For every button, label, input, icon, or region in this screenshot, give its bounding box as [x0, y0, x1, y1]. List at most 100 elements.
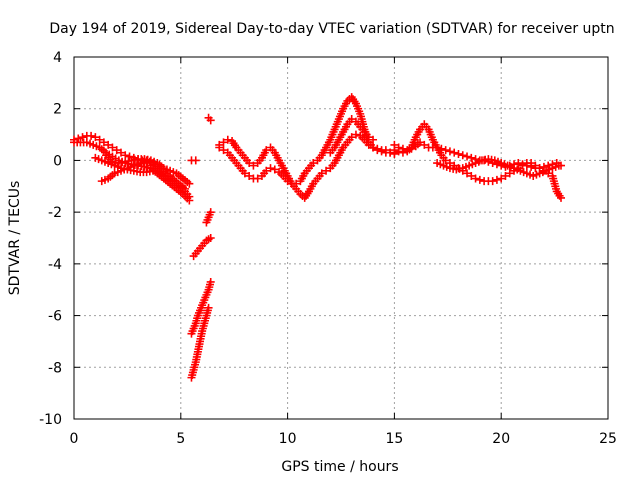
series-trace-c [102, 151, 194, 188]
data-point [454, 149, 463, 158]
data-point [185, 196, 194, 205]
y-tick-label-4: -2 [48, 205, 62, 221]
series-trace-p [390, 138, 566, 173]
y-tick-label-2: -6 [48, 309, 62, 325]
data-point [437, 144, 446, 153]
x-tick-label-0: 0 [70, 431, 79, 447]
y-axis-label: SDTVAR / TECUs [7, 181, 23, 296]
data-point [390, 140, 399, 149]
data-point [441, 156, 450, 165]
data-point [522, 161, 531, 170]
plot-border [73, 56, 609, 420]
data-point [463, 169, 472, 178]
data-point [240, 169, 249, 178]
grid-layer [74, 57, 608, 419]
y-tick-label-6: 2 [53, 102, 62, 118]
data-point [445, 147, 454, 156]
chart-title: Day 194 of 2019, Sidereal Day-to-day VTE… [49, 21, 614, 37]
data-point [398, 144, 407, 153]
data-point [364, 133, 373, 142]
data-point [185, 179, 194, 188]
data-point [270, 165, 279, 174]
data-point [554, 161, 563, 170]
data-point [104, 140, 113, 149]
series-trace-j [204, 113, 215, 125]
x-tick-label-5: 25 [599, 431, 617, 447]
data-point [492, 175, 501, 184]
series-trace-n [326, 115, 378, 157]
x-tick-label-4: 20 [492, 431, 510, 447]
data-point [215, 140, 224, 149]
data-point [458, 151, 467, 160]
y-tick-label-5: 0 [53, 153, 62, 169]
data-point [245, 171, 254, 180]
series-trace-g [187, 277, 215, 338]
data-point [497, 174, 506, 183]
data-point [262, 166, 271, 175]
data-point [433, 143, 442, 152]
data-point [488, 177, 497, 186]
plot-frame [73, 56, 609, 420]
data-point [191, 156, 200, 165]
data-point [309, 159, 318, 168]
y-tick-label-0: -10 [39, 412, 62, 428]
series-trace-e [91, 153, 158, 177]
points-layer [70, 93, 566, 382]
y-tick-label-3: -4 [48, 257, 62, 273]
data-point [373, 144, 382, 153]
data-point [407, 144, 416, 153]
data-point [544, 161, 553, 170]
data-point [514, 159, 523, 168]
series-trace-q [433, 155, 563, 180]
data-point [91, 133, 100, 142]
data-point [364, 140, 373, 149]
data-point [441, 146, 450, 155]
x-tick-label-3: 15 [385, 431, 403, 447]
data-point [116, 148, 125, 157]
data-point [206, 234, 215, 242]
data-point [518, 160, 527, 169]
data-point [420, 140, 429, 149]
data-point [463, 152, 472, 161]
data-point [369, 135, 378, 144]
series-trace-i [202, 208, 215, 227]
x-axis-label: GPS time / hours [281, 459, 398, 475]
data-point [467, 153, 476, 162]
data-point [181, 184, 190, 193]
data-point [87, 131, 96, 140]
data-point [351, 130, 360, 139]
data-point [249, 161, 258, 170]
data-point [206, 116, 215, 125]
data-point [204, 303, 213, 312]
data-point [381, 146, 390, 155]
data-point [95, 135, 104, 144]
data-point [403, 146, 412, 155]
data-point [112, 146, 121, 155]
x-tick-label-2: 10 [279, 431, 297, 447]
data-point [416, 138, 425, 147]
data-point [149, 166, 158, 175]
data-point [206, 208, 215, 217]
x-tick-label-1: 5 [176, 431, 185, 447]
series-trace-h [187, 303, 213, 382]
series-trace-f [189, 234, 215, 261]
y-tick-label-7: 4 [53, 50, 62, 66]
data-point [322, 166, 331, 175]
series-trace-k [187, 156, 200, 165]
data-point [501, 171, 510, 180]
data-point [347, 133, 356, 142]
data-point [347, 115, 356, 124]
data-point [557, 193, 566, 202]
y-tick-label-1: -8 [48, 360, 62, 376]
data-point [317, 169, 326, 178]
data-point [219, 138, 228, 147]
data-point [467, 171, 476, 180]
data-point [245, 159, 254, 168]
data-point [505, 169, 514, 178]
data-point [99, 138, 108, 147]
data-point [369, 143, 378, 152]
data-point [527, 162, 536, 171]
data-point [223, 135, 232, 144]
